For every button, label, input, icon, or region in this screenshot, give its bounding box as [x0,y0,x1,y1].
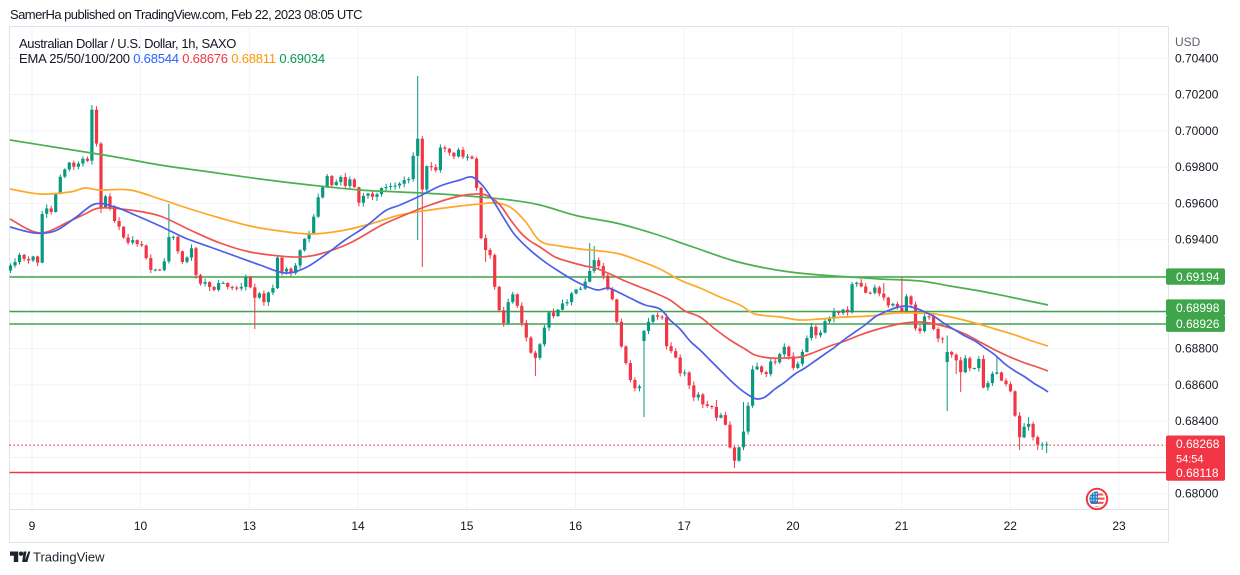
svg-text:15: 15 [460,519,474,533]
svg-text:0.68400: 0.68400 [1175,414,1219,428]
svg-text:54:54: 54:54 [1176,453,1204,465]
svg-text:SamerHa published on TradingVi: SamerHa published on TradingView.com, Fe… [10,7,362,22]
svg-text:USD: USD [1175,35,1201,49]
svg-text:0.70000: 0.70000 [1175,124,1219,138]
svg-text:0.68268: 0.68268 [1176,437,1220,451]
svg-text:16: 16 [569,519,583,533]
svg-text:23: 23 [1112,519,1126,533]
svg-text:0.69800: 0.69800 [1175,160,1219,174]
svg-text:14: 14 [351,519,365,533]
svg-text:21: 21 [895,519,909,533]
svg-text:0.70200: 0.70200 [1175,88,1219,102]
svg-text:0.69400: 0.69400 [1175,233,1219,247]
svg-text:0.69600: 0.69600 [1175,196,1219,210]
svg-text:0.68998: 0.68998 [1176,301,1220,315]
svg-text:0.68118: 0.68118 [1176,466,1219,480]
svg-text:22: 22 [1004,519,1018,533]
svg-text:0.68800: 0.68800 [1175,342,1219,356]
svg-text:0.69194: 0.69194 [1176,270,1220,284]
svg-text:17: 17 [678,519,692,533]
svg-text:0.70400: 0.70400 [1175,51,1219,65]
svg-text:0.68600: 0.68600 [1175,378,1219,392]
svg-text:20: 20 [786,519,800,533]
svg-text:9: 9 [29,519,36,533]
svg-text:EMA 25/50/100/200 0.68544 0.68: EMA 25/50/100/200 0.68544 0.68676 0.6881… [19,51,325,66]
svg-text:0.68000: 0.68000 [1175,487,1219,501]
svg-text:0.68926: 0.68926 [1176,317,1220,331]
svg-text:Australian Dollar / U.S. Dolla: Australian Dollar / U.S. Dollar, 1h, SAX… [19,36,236,51]
svg-text:13: 13 [243,519,257,533]
svg-text:10: 10 [134,519,148,533]
svg-text:TradingView: TradingView [33,550,105,565]
